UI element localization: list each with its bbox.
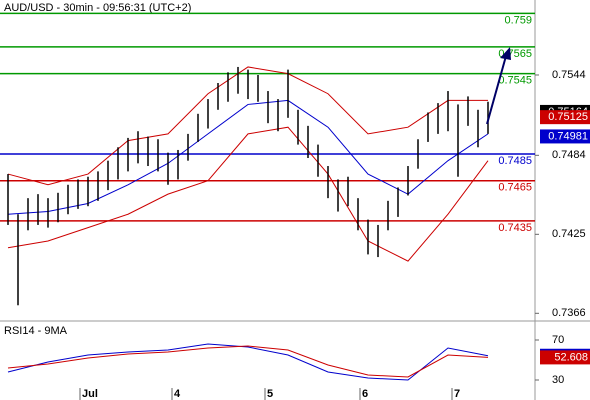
price-tag (540, 350, 590, 365)
y-tick-label: 70 (552, 334, 564, 346)
price-tag (540, 129, 590, 144)
indicator-line (7, 126, 489, 262)
price-tag (540, 110, 590, 125)
price-tag-label: 0.75125 (548, 111, 588, 123)
y-tick-label: 0.7366 (552, 307, 586, 319)
indicator-line (7, 66, 488, 186)
y-tick-label: 30 (552, 374, 564, 386)
level-label: 0.759 (504, 14, 532, 26)
price-tag-label: 0.74981 (548, 130, 588, 142)
price-tag-label: 52.608 (554, 351, 588, 363)
x-tick-label: Jul (82, 388, 98, 400)
x-tick-label: 5 (267, 388, 273, 400)
arrow (486, 55, 507, 125)
x-tick-label: 4 (174, 388, 181, 400)
indicator-line (7, 345, 489, 378)
x-tick-label: 6 (362, 388, 368, 400)
arrow-head (500, 47, 511, 60)
y-tick-label: 0.7484 (552, 149, 586, 161)
panel-title: RSI14 - 9MA (4, 325, 68, 337)
y-tick-label: 0.7544 (552, 69, 586, 81)
x-tick-label: 7 (454, 388, 460, 400)
level-label: 0.7485 (498, 155, 532, 167)
y-tick-label: 0.7425 (552, 228, 586, 240)
level-label: 0.7435 (498, 222, 532, 234)
plot: 0.75440.74840.74250.73660.7590.75650.754… (0, 12, 590, 400)
level-label: 0.7465 (498, 182, 532, 194)
indicator-line (7, 343, 489, 381)
level-label: 0.7545 (498, 75, 532, 87)
chart-title: AUD/USD - 30min - 09:56:31 (UTC+2) (4, 2, 191, 14)
